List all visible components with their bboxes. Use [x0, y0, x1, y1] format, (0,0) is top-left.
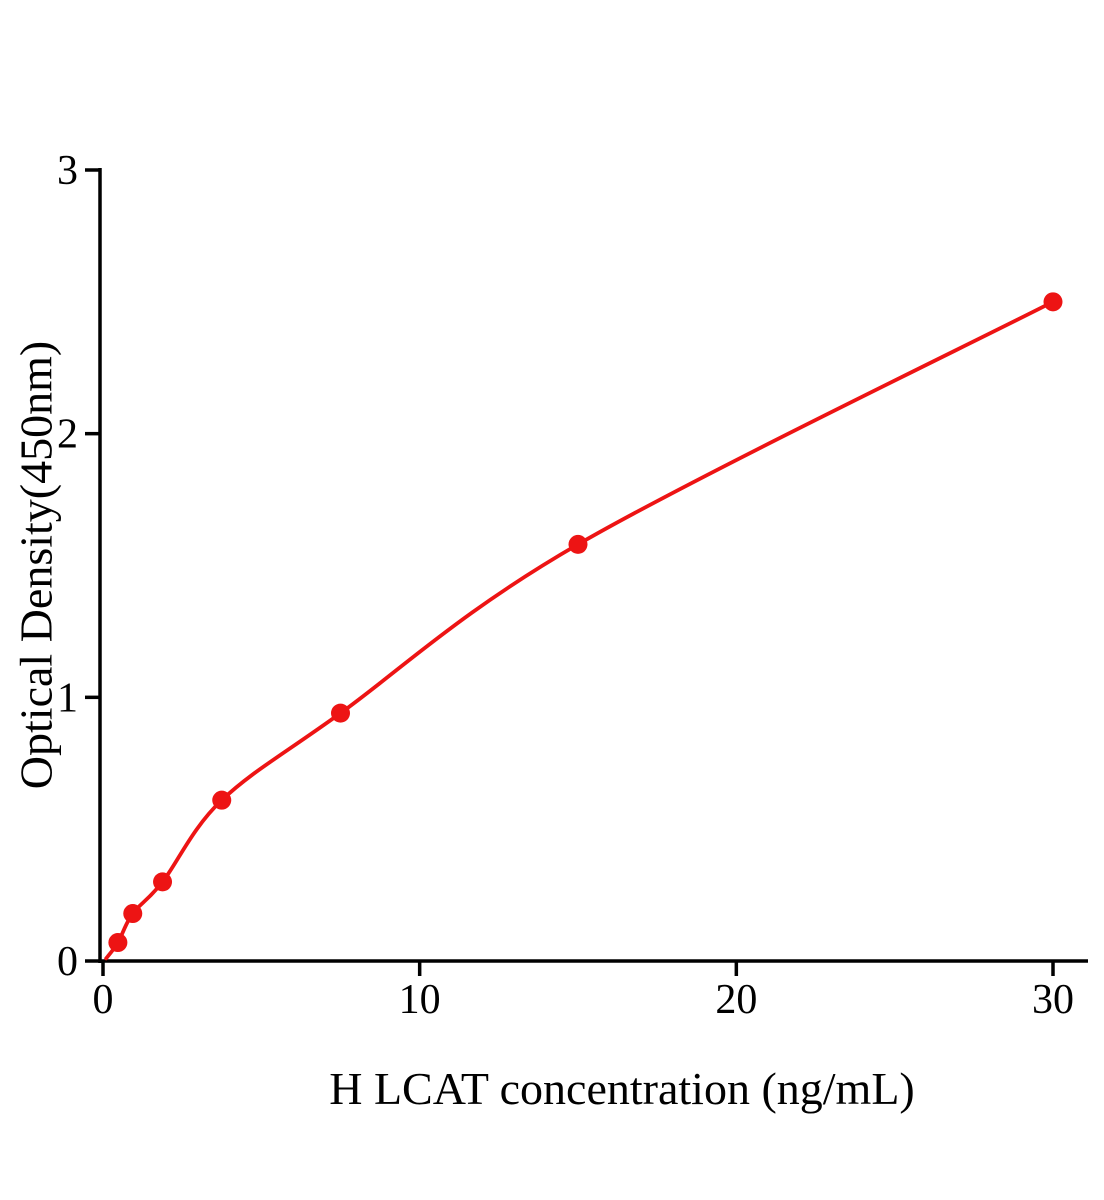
y-tick-label: 3 [57, 148, 78, 194]
data-point [108, 933, 128, 953]
data-point [153, 872, 173, 892]
x-tick-label: 0 [93, 977, 114, 1023]
fit-curve [104, 299, 1055, 961]
x-tick-label: 20 [715, 977, 757, 1023]
data-point [1043, 292, 1063, 312]
x-axis-title: H LCAT concentration (ng/mL) [329, 1063, 915, 1114]
data-point [568, 534, 588, 554]
data-point [212, 790, 232, 810]
data-point [123, 904, 143, 924]
y-tick-label: 1 [57, 675, 78, 721]
y-tick-label: 0 [57, 939, 78, 985]
x-tick-label: 10 [399, 977, 441, 1023]
data-point [331, 703, 350, 723]
y-tick-label: 2 [57, 412, 78, 458]
y-axis-title: Optical Density(450nm) [10, 340, 62, 790]
x-tick-label: 30 [1032, 977, 1074, 1023]
